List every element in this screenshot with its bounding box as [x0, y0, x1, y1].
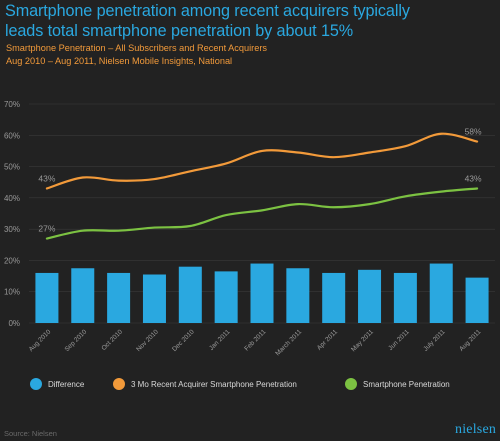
x-tick-label: Dec 2010	[171, 328, 196, 353]
legend-label-difference: Difference	[48, 379, 85, 389]
y-tick-label: 20%	[4, 256, 20, 265]
x-tick-label: May 2011	[350, 328, 375, 353]
line-smartphone-penetration	[45, 187, 479, 240]
x-tick-label: Jun 2011	[387, 328, 411, 352]
legend-item-difference: Difference	[30, 375, 84, 393]
chart-subtitle-line1: Smartphone Penetration – All Subscribers…	[6, 43, 267, 53]
legend-item-acquirer: 3 Mo Recent Acquirer Smartphone Penetrat…	[113, 375, 297, 393]
line-acquirer-penetration	[45, 132, 479, 190]
x-tick-label: Oct 2010	[100, 328, 124, 352]
bar-difference	[286, 268, 310, 323]
y-tick-label: 30%	[4, 225, 20, 234]
bar-difference	[142, 274, 166, 323]
y-tick-label: 70%	[4, 100, 20, 109]
x-tick-label: Aug 2010	[28, 328, 53, 353]
bar-difference	[250, 263, 274, 323]
bar-difference	[465, 277, 489, 323]
bar-difference	[214, 271, 238, 323]
y-tick-label: 0%	[8, 319, 20, 328]
data-label: 43%	[38, 173, 55, 183]
bar-difference	[429, 263, 453, 323]
chart-title: Smartphone penetration among recent acqu…	[5, 2, 410, 40]
legend-item-smartphone: Smartphone Penetration	[345, 375, 450, 393]
y-tick-label: 60%	[4, 131, 20, 140]
bar-difference	[393, 272, 417, 323]
x-tick-label: March 2011	[274, 328, 303, 357]
legend-swatch-acquirer	[113, 378, 125, 390]
legend-label-smartphone: Smartphone Penetration	[363, 379, 450, 389]
y-tick-label: 40%	[4, 194, 20, 203]
x-tick-label: Feb 2011	[243, 328, 267, 352]
legend-label-acquirer: 3 Mo Recent Acquirer Smartphone Penetrat…	[131, 379, 297, 389]
bar-difference	[107, 272, 131, 323]
bar-difference	[35, 272, 59, 323]
bar-difference	[322, 272, 346, 323]
data-label: 27%	[38, 224, 55, 234]
legend-swatch-smartphone	[345, 378, 357, 390]
x-tick-label: Nov 2010	[135, 328, 160, 353]
bar-difference	[71, 268, 95, 323]
y-tick-label: 50%	[4, 163, 20, 172]
chart-subtitle-line2: Aug 2010 – Aug 2011, Nielsen Mobile Insi…	[6, 56, 233, 66]
data-label: 58%	[465, 127, 482, 137]
x-tick-label: Jan 2011	[208, 328, 232, 352]
x-tick-label: Apr 2011	[316, 328, 340, 352]
source-note: Source: Nielsen	[4, 429, 57, 438]
bar-difference	[178, 266, 202, 323]
y-tick-label: 10%	[4, 288, 20, 297]
x-tick-label: Aug 2011	[458, 328, 483, 353]
bar-difference	[358, 269, 382, 323]
x-tick-label: July 2011	[422, 328, 447, 353]
legend-swatch-difference	[30, 378, 42, 390]
data-label: 43%	[465, 173, 482, 183]
nielsen-logo: nielsen	[455, 422, 497, 437]
chart-legend: Difference 3 Mo Recent Acquirer Smartpho…	[0, 375, 500, 393]
x-tick-label: Sep 2010	[64, 328, 89, 353]
